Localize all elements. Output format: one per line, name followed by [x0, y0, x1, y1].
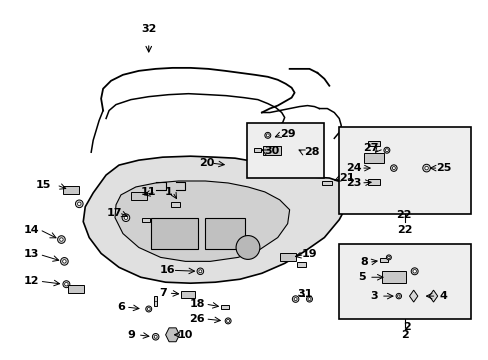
Text: 21: 21: [339, 173, 354, 183]
Circle shape: [390, 165, 396, 171]
Text: 24: 24: [346, 163, 361, 173]
Text: 16: 16: [160, 265, 175, 275]
Circle shape: [122, 214, 129, 221]
Text: 5: 5: [358, 272, 365, 282]
Bar: [142, 217, 150, 222]
Text: 26: 26: [189, 314, 205, 324]
Bar: [246, 123, 324, 178]
Circle shape: [147, 307, 150, 310]
Bar: [150, 218, 198, 249]
Circle shape: [391, 167, 394, 170]
Circle shape: [62, 260, 66, 263]
Polygon shape: [181, 291, 195, 298]
Circle shape: [293, 298, 297, 301]
Circle shape: [307, 298, 310, 301]
Text: 14: 14: [24, 225, 40, 235]
Text: 8: 8: [360, 257, 367, 267]
Polygon shape: [279, 253, 295, 261]
Circle shape: [306, 296, 312, 302]
Circle shape: [197, 268, 203, 275]
Circle shape: [387, 256, 389, 258]
Bar: [170, 202, 180, 207]
Circle shape: [224, 318, 231, 324]
Bar: [367, 179, 380, 185]
Bar: [205, 218, 244, 249]
Bar: [254, 148, 261, 152]
Circle shape: [383, 147, 389, 153]
Bar: [339, 127, 470, 214]
Polygon shape: [115, 181, 289, 261]
Polygon shape: [263, 146, 280, 155]
Circle shape: [124, 216, 127, 220]
Circle shape: [236, 235, 259, 260]
Circle shape: [64, 283, 68, 286]
Circle shape: [63, 281, 70, 288]
Bar: [367, 140, 379, 146]
Text: 22: 22: [396, 225, 412, 235]
Circle shape: [154, 335, 157, 338]
Text: 11: 11: [141, 187, 156, 197]
Text: 2: 2: [400, 330, 408, 340]
Circle shape: [61, 257, 68, 265]
Text: 13: 13: [24, 249, 39, 260]
Text: 2: 2: [402, 322, 410, 332]
Text: 23: 23: [346, 178, 361, 188]
Text: 9: 9: [127, 330, 135, 340]
Text: 31: 31: [296, 289, 311, 299]
Text: 19: 19: [301, 249, 317, 260]
Circle shape: [410, 268, 417, 275]
Polygon shape: [83, 156, 348, 283]
Circle shape: [75, 200, 83, 208]
Circle shape: [385, 149, 387, 152]
Text: 18: 18: [189, 299, 204, 309]
Text: 7: 7: [159, 288, 166, 298]
Polygon shape: [381, 271, 405, 283]
Text: 15: 15: [36, 180, 51, 190]
Text: 22: 22: [395, 210, 411, 220]
Polygon shape: [131, 192, 146, 200]
Text: 1: 1: [164, 187, 172, 197]
Bar: [379, 258, 387, 262]
Polygon shape: [165, 328, 179, 342]
Text: 6: 6: [117, 302, 124, 312]
Circle shape: [199, 270, 202, 273]
Text: 10: 10: [178, 330, 193, 340]
Text: 12: 12: [24, 276, 40, 286]
Bar: [154, 296, 157, 306]
Circle shape: [266, 134, 269, 137]
Circle shape: [226, 319, 229, 323]
Text: 20: 20: [199, 158, 215, 168]
Text: 29: 29: [279, 129, 295, 139]
Text: 4: 4: [439, 291, 447, 301]
Polygon shape: [68, 285, 84, 293]
Text: 30: 30: [264, 146, 279, 156]
Polygon shape: [364, 153, 383, 163]
Text: 25: 25: [435, 163, 450, 173]
Bar: [322, 181, 331, 185]
Polygon shape: [428, 290, 437, 302]
Circle shape: [60, 238, 63, 241]
Circle shape: [292, 296, 298, 302]
Circle shape: [412, 270, 416, 273]
Circle shape: [386, 255, 390, 260]
Circle shape: [145, 306, 151, 312]
Text: 28: 28: [303, 147, 319, 157]
Circle shape: [424, 166, 427, 170]
Bar: [221, 305, 229, 309]
Text: 32: 32: [141, 24, 156, 34]
Bar: [339, 244, 470, 319]
Circle shape: [422, 164, 429, 172]
Text: 17: 17: [106, 208, 122, 218]
Circle shape: [58, 236, 65, 243]
Circle shape: [395, 293, 401, 299]
Text: 3: 3: [369, 291, 377, 301]
Bar: [296, 262, 306, 267]
Circle shape: [264, 132, 270, 138]
Circle shape: [152, 333, 159, 340]
Text: 27: 27: [363, 143, 378, 153]
Polygon shape: [63, 186, 79, 194]
Circle shape: [78, 202, 81, 206]
Circle shape: [397, 295, 399, 297]
Polygon shape: [408, 290, 417, 302]
